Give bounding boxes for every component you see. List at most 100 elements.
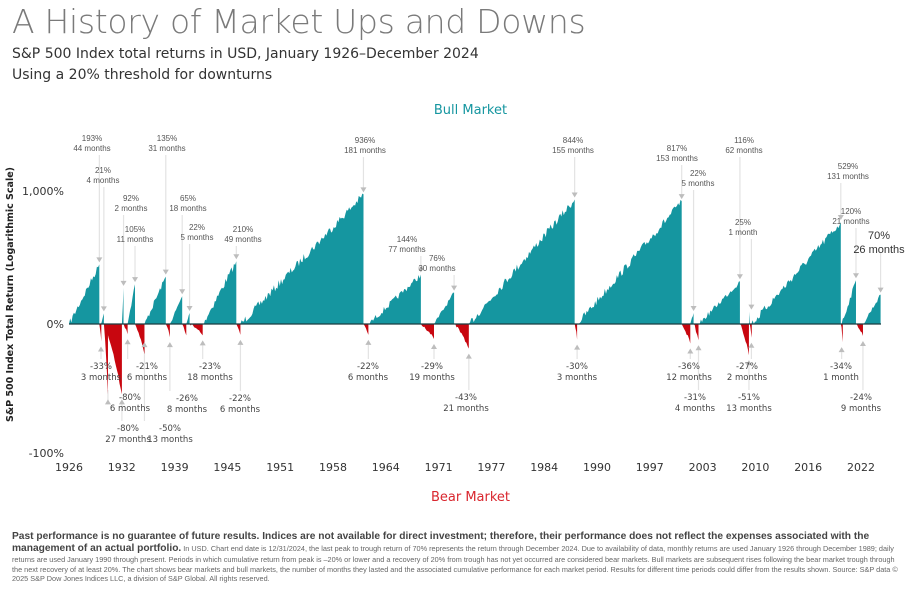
bear-return-label: -29% [421, 362, 443, 372]
bull-peak-marker [233, 254, 240, 260]
bear-duration-label: 12 months [666, 373, 712, 383]
x-tick-label: 1964 [372, 461, 400, 474]
bear-trough-marker [465, 353, 472, 359]
bear-market-area [99, 324, 102, 342]
bull-return-label: 936% [355, 136, 375, 145]
bull-duration-label: 4 months [87, 176, 120, 185]
bear-trough-marker [97, 346, 104, 352]
bear-duration-label: 9 months [841, 404, 882, 414]
bull-duration-label: 1 month [729, 228, 758, 237]
disclaimer-bold: Past performance is no guarantee of futu… [12, 531, 870, 554]
bear-market-area [681, 324, 691, 344]
bull-return-label: 529% [838, 162, 858, 171]
bear-trough-marker [237, 339, 244, 345]
bull-market-area [841, 280, 856, 324]
bull-return-label: 22% [690, 169, 706, 178]
x-tick-label: 2010 [741, 461, 769, 474]
bull-market-area [202, 261, 237, 324]
bull-duration-label: 62 months [725, 146, 762, 155]
bull-return-label: 92% [123, 194, 139, 203]
x-tick-label: 1977 [477, 461, 505, 474]
x-tick-label: 1926 [55, 461, 83, 474]
bull-peak-marker [96, 257, 103, 263]
bear-duration-label: 27 months [105, 435, 151, 445]
bull-peak-marker [571, 192, 578, 198]
bull-return-label: 210% [233, 225, 253, 234]
bull-return-label: 193% [82, 134, 102, 143]
bear-duration-label: 6 months [127, 373, 168, 383]
bull-market-area [862, 294, 881, 324]
bull-duration-label: 21 months [832, 217, 869, 226]
bear-return-label: -31% [684, 393, 706, 403]
bear-trough-marker [141, 342, 148, 348]
y-axis-label: S&P 500 Index Total Return (Logarithmic … [5, 167, 16, 422]
bull-peak-marker [877, 287, 884, 293]
bear-trough-marker [695, 345, 702, 351]
bull-peak-marker [162, 269, 169, 275]
bull-return-label: 116% [734, 136, 754, 145]
bear-market-area [189, 324, 203, 336]
bull-duration-label: 26 months [853, 244, 905, 256]
bear-trough-marker [118, 399, 125, 405]
bear-trough-marker [574, 344, 581, 350]
bear-duration-label: 18 months [187, 373, 233, 383]
bull-return-label: 22% [189, 223, 205, 232]
x-tick-label: 2016 [794, 461, 822, 474]
bear-trough-marker [859, 340, 866, 346]
bear-trough-marker [745, 360, 752, 366]
bear-market-area [135, 324, 145, 355]
bull-return-label: 21% [95, 166, 111, 175]
bear-market-area [103, 324, 108, 395]
bear-market-area [182, 324, 187, 336]
bull-return-label: 144% [397, 235, 417, 244]
y-tick-label: 1,000% [22, 185, 64, 198]
x-tick-label: 1958 [319, 461, 347, 474]
bull-market-area [690, 313, 694, 324]
bull-return-label: 70% [868, 230, 890, 242]
bull-return-label: 135% [157, 134, 177, 143]
subtitle: S&P 500 Index total returns in USD, Janu… [12, 46, 479, 62]
bear-trough-marker [748, 342, 755, 348]
x-tick-label: 1971 [425, 461, 453, 474]
bear-market-area [420, 324, 434, 339]
bull-market-area [751, 222, 841, 324]
bull-peak-marker [852, 273, 859, 279]
x-tick-label: 1984 [530, 461, 558, 474]
bear-return-label: -24% [850, 393, 872, 403]
x-tick-label: 1997 [636, 461, 664, 474]
bull-duration-label: 181 months [344, 146, 386, 155]
x-tick-label: 2003 [689, 461, 717, 474]
bull-return-label: 105% [125, 225, 145, 234]
x-tick-label: 1939 [161, 461, 189, 474]
subtitle-threshold: Using a 20% threshold for downturns [12, 67, 273, 83]
bear-return-label: -26% [176, 394, 198, 404]
bear-duration-label: 21 months [443, 404, 489, 414]
bull-duration-label: 77 months [388, 245, 425, 254]
bear-trough-marker [838, 347, 845, 353]
bear-market-area [693, 324, 699, 341]
bear-return-label: -23% [199, 362, 221, 372]
bull-duration-label: 18 months [169, 204, 206, 213]
bear-duration-label: 6 months [348, 373, 389, 383]
bull-duration-label: 2 months [115, 204, 148, 213]
bear-return-label: -50% [159, 424, 181, 434]
bull-market-area [240, 193, 364, 324]
bear-trough-marker [166, 342, 173, 348]
bull-duration-label: 5 months [181, 233, 214, 242]
bull-market-area [186, 313, 190, 324]
bear-trough-marker [199, 340, 206, 346]
bull-market-area [433, 292, 455, 324]
bull-peak-marker [678, 194, 685, 200]
bear-return-label: -30% [566, 362, 588, 372]
bull-peak-marker [417, 267, 424, 273]
bull-peak-marker [736, 274, 743, 280]
bear-duration-label: 8 months [167, 405, 208, 415]
bull-peak-marker [837, 215, 844, 221]
bull-return-label: 120% [841, 207, 861, 216]
bull-duration-label: 131 months [827, 172, 869, 181]
page-title: A History of Market Ups and Downs [12, 2, 586, 41]
bear-return-label: -36% [678, 362, 700, 372]
bear-return-label: -27% [736, 362, 758, 372]
bear-market-area [123, 324, 128, 335]
